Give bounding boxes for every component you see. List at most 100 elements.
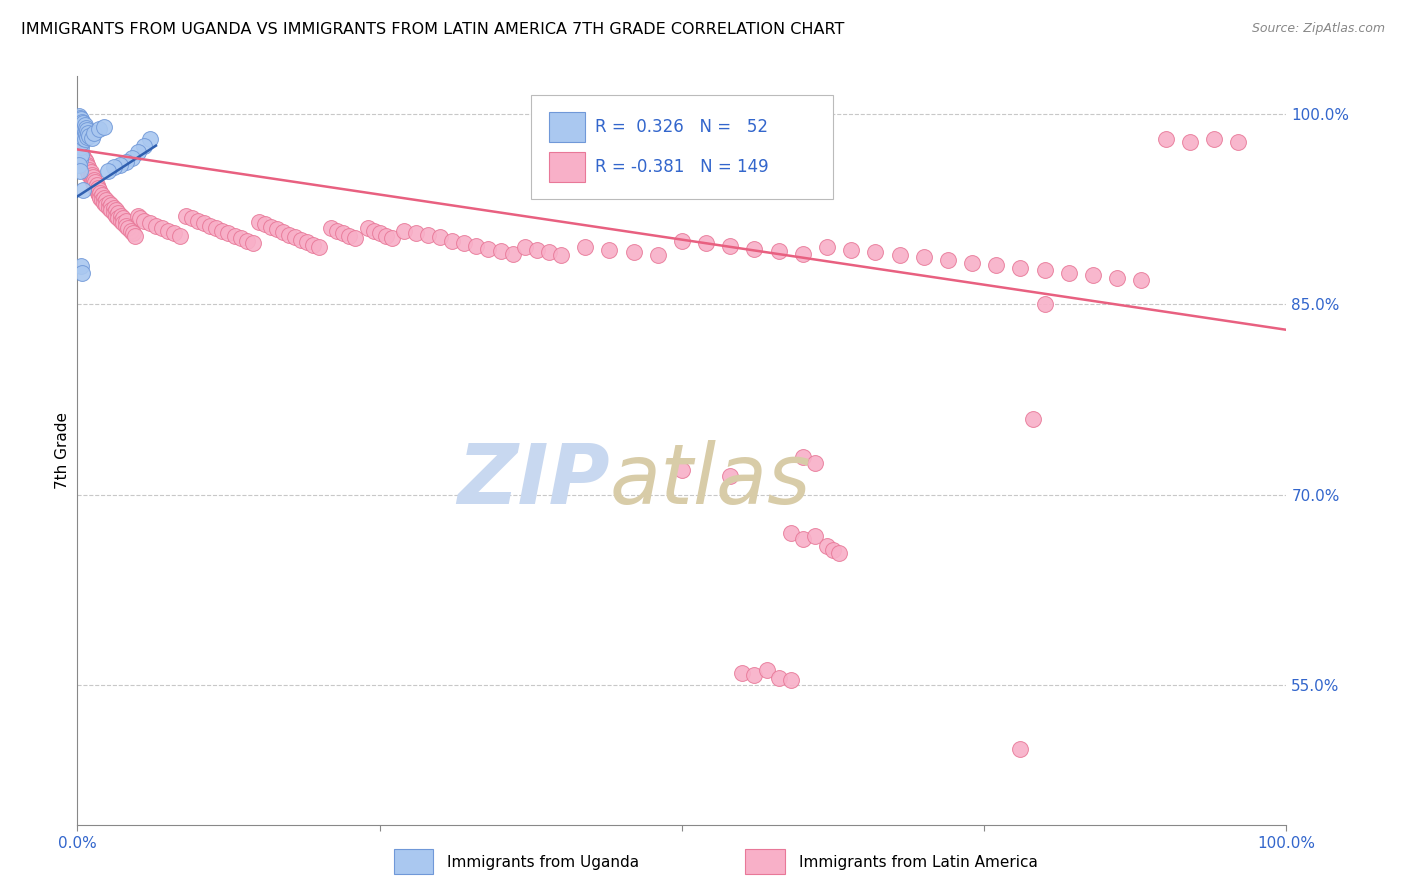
Point — [80, 131, 103, 145]
Point — [122, 227, 145, 241]
Point — [429, 230, 451, 244]
Point — [112, 211, 135, 225]
Point — [120, 224, 142, 238]
Point — [75, 127, 97, 141]
Point — [792, 450, 814, 464]
Point — [70, 260, 93, 274]
Point — [229, 231, 252, 245]
Point — [79, 162, 101, 177]
Point — [70, 127, 93, 141]
Point — [356, 221, 378, 235]
Point — [392, 224, 415, 238]
Point — [69, 129, 91, 144]
Point — [1021, 411, 1043, 425]
Point — [332, 227, 354, 241]
Point — [110, 209, 132, 223]
Point — [114, 219, 136, 233]
FancyBboxPatch shape — [548, 153, 585, 182]
Point — [744, 242, 766, 256]
Point — [96, 164, 118, 178]
Point — [67, 158, 90, 172]
Point — [416, 227, 439, 242]
Point — [76, 123, 98, 137]
Point — [112, 216, 135, 230]
Point — [253, 218, 276, 232]
Point — [308, 240, 330, 254]
Point — [69, 164, 91, 178]
Point — [72, 150, 94, 164]
Point — [865, 245, 887, 260]
Point — [671, 234, 693, 248]
Point — [72, 123, 94, 137]
Point — [187, 213, 209, 227]
Point — [839, 243, 862, 257]
Point — [326, 224, 349, 238]
Point — [82, 170, 104, 185]
Point — [960, 255, 983, 269]
Point — [453, 236, 475, 251]
Point — [339, 228, 360, 243]
FancyBboxPatch shape — [548, 112, 585, 142]
Point — [72, 155, 94, 169]
Point — [83, 126, 105, 140]
Point — [1057, 266, 1080, 280]
Point — [247, 215, 270, 229]
Point — [70, 135, 93, 149]
Point — [260, 219, 283, 234]
Text: Source: ZipAtlas.com: Source: ZipAtlas.com — [1251, 22, 1385, 36]
Point — [69, 137, 91, 152]
Point — [271, 225, 294, 239]
Point — [67, 110, 90, 124]
Point — [127, 209, 149, 223]
Point — [93, 120, 115, 134]
Point — [211, 224, 233, 238]
Point — [193, 216, 215, 230]
Point — [70, 125, 93, 139]
Point — [266, 222, 288, 236]
Point — [80, 168, 103, 182]
Point — [70, 132, 93, 146]
Point — [132, 213, 155, 227]
Point — [598, 243, 620, 257]
Point — [779, 673, 801, 688]
Point — [768, 244, 790, 258]
Point — [73, 132, 96, 146]
Point — [114, 213, 136, 227]
Point — [489, 244, 512, 258]
Point — [1154, 132, 1177, 146]
Point — [477, 242, 499, 256]
Point — [103, 161, 125, 175]
Point — [124, 228, 146, 243]
Point — [90, 188, 112, 202]
Point — [84, 176, 107, 190]
Point — [200, 219, 222, 233]
Point — [1227, 135, 1250, 149]
Point — [718, 239, 741, 253]
Point — [744, 668, 766, 682]
Point — [647, 248, 669, 262]
Point — [93, 195, 115, 210]
Point — [69, 111, 91, 125]
Point — [986, 258, 1008, 272]
Point — [70, 145, 93, 159]
Point — [107, 211, 129, 225]
Point — [69, 117, 91, 131]
Point — [67, 126, 90, 140]
Point — [87, 122, 110, 136]
Text: IMMIGRANTS FROM UGANDA VS IMMIGRANTS FROM LATIN AMERICA 7TH GRADE CORRELATION CH: IMMIGRANTS FROM UGANDA VS IMMIGRANTS FRO… — [21, 22, 845, 37]
Point — [69, 147, 91, 161]
Point — [792, 533, 814, 547]
Point — [87, 188, 110, 202]
Point — [205, 221, 228, 235]
Point — [70, 114, 93, 128]
Point — [502, 246, 524, 260]
Point — [87, 183, 110, 197]
Point — [77, 161, 100, 175]
Text: Immigrants from Latin America: Immigrants from Latin America — [799, 855, 1038, 870]
Point — [73, 119, 96, 133]
Point — [828, 546, 851, 560]
Point — [132, 138, 155, 153]
Point — [1010, 742, 1032, 756]
Point — [174, 209, 197, 223]
Point — [103, 206, 125, 220]
